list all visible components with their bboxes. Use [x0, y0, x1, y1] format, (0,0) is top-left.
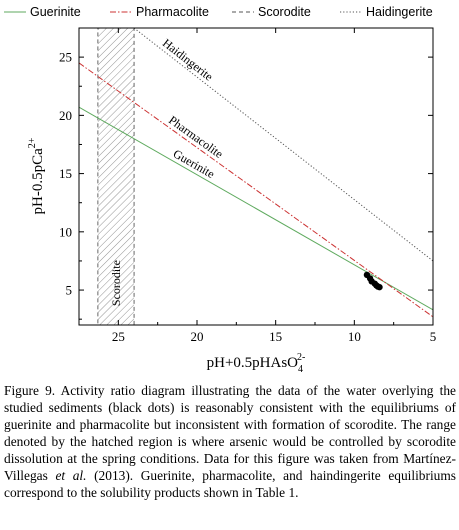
y-tick-label: 5: [66, 283, 73, 298]
scorodite-legend-label: Scorodite: [258, 5, 311, 19]
data-point: [376, 283, 383, 291]
guerinite-line: [79, 106, 433, 311]
pharmacolite-line: [79, 62, 433, 318]
x-axis-title: pH+0.5pHAsO42-: [207, 352, 306, 375]
y-axis-title: pH-0.5pCa2+: [27, 137, 46, 214]
guerinite-legend-label: Guerinite: [30, 5, 81, 19]
chart-legend: Guerinite Pharmacolite Scorodite Haidingeri…: [4, 5, 433, 19]
y-tick-label: 20: [59, 108, 72, 123]
y-tick-label: 15: [59, 166, 72, 181]
x-tick-label: 25: [112, 329, 125, 344]
y-tick-label: 25: [59, 50, 72, 65]
plot-frame: [78, 27, 434, 326]
plot-area: ScoroditeHaidingeritePharmacoliteGuerini…: [79, 28, 433, 325]
activity-ratio-chart: Guerinite Pharmacolite Scorodite Haidingeri…: [4, 5, 437, 375]
x-tick-label: 15: [269, 329, 282, 344]
haidingerite-legend-label: Haidingerite: [366, 5, 433, 19]
x-tick-label: 20: [191, 329, 204, 344]
figure-caption: Figure 9. Activity ratio diagram illustr…: [4, 383, 457, 500]
scorodite-region-label: Scorodite: [109, 260, 123, 306]
axes: 25 20 15 10 5 5 10 15 20 25: [59, 27, 437, 344]
pharmacolite-legend-label: Pharmacolite: [136, 5, 209, 19]
y-tick-label: 10: [59, 224, 72, 239]
x-tick-label: 5: [430, 329, 437, 344]
haidingerite-line-label: Haidingerite: [160, 36, 216, 84]
x-tick-label: 10: [348, 329, 361, 344]
haidingerite-line: [133, 28, 433, 262]
scorodite-region: [97, 28, 135, 325]
